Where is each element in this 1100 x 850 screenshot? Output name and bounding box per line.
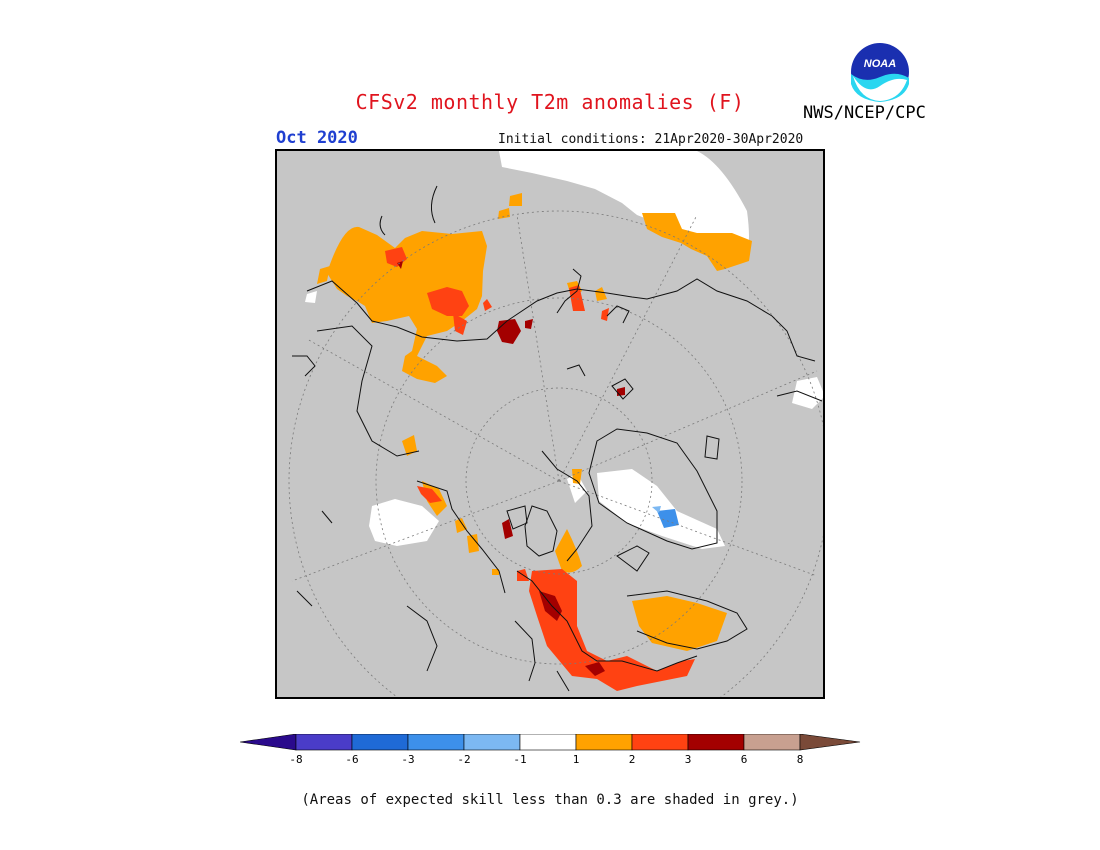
legend-tick: -2 xyxy=(457,753,471,766)
legend-bin-below-minus-8 xyxy=(240,734,297,751)
legend-bin-above-8 xyxy=(799,734,861,751)
legend-bin-minus-8-to-minus-6 xyxy=(295,734,353,751)
legend-tick: 6 xyxy=(740,753,748,766)
legend-tick: -8 xyxy=(289,753,303,766)
cool-1-to-2 xyxy=(652,506,661,513)
coastlines xyxy=(292,185,823,692)
legend-bin-2-to-3 xyxy=(631,734,689,751)
warm-2-to-3 xyxy=(385,247,695,691)
legend-bin-1-to-2 xyxy=(575,734,633,751)
color-legend xyxy=(240,734,861,751)
near-normal-areas xyxy=(305,151,823,549)
skill-footnote: (Areas of expected skill less than 0.3 a… xyxy=(301,792,799,808)
initial-conditions: Initial conditions: 21Apr2020-30Apr2020 xyxy=(498,132,804,147)
cool-2-to-3 xyxy=(657,509,679,528)
noaa-logo-text: NOAA xyxy=(864,58,896,70)
legend-tick: 1 xyxy=(572,753,580,766)
legend-bin-minus-6-to-minus-3 xyxy=(351,734,409,751)
legend-bin-6-to-8 xyxy=(743,734,801,751)
legend-tick: 3 xyxy=(684,753,692,766)
graticule xyxy=(288,210,823,697)
legend-tick: 8 xyxy=(796,753,804,766)
agency-label: NWS/NCEP/CPC xyxy=(803,103,926,123)
legend-tick: -6 xyxy=(345,753,359,766)
legend-bin-3-to-6 xyxy=(687,734,745,751)
map-title: CFSv2 monthly T2m anomalies (F) xyxy=(355,90,745,114)
legend-bin-minus-1-to-1 xyxy=(519,734,577,751)
forecast-month: Oct 2020 xyxy=(276,128,358,148)
legend-bin-minus-2-to-minus-1 xyxy=(463,734,521,751)
legend-bin-minus-3-to-minus-2 xyxy=(407,734,465,751)
legend-tick: -3 xyxy=(401,753,415,766)
legend-tick: 2 xyxy=(628,753,636,766)
polar-map-canvas xyxy=(277,151,823,697)
noaa-logo: NOAA xyxy=(849,41,911,103)
legend-tick: -1 xyxy=(513,753,527,766)
polar-map xyxy=(275,149,825,699)
